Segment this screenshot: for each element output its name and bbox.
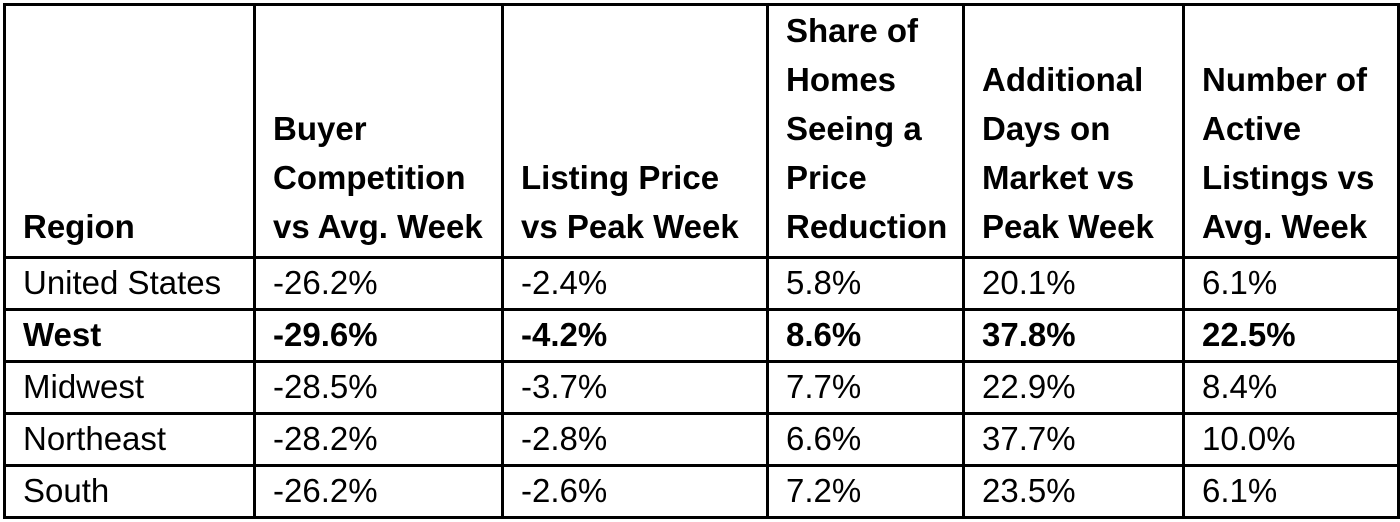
- value-cell-active-listings: 8.4%: [1182, 360, 1400, 415]
- value-cell-listing-price: -3.7%: [501, 360, 769, 415]
- table-row-united-states: United States -26.2% -2.4% 5.8% 20.1% 6.1%: [3, 256, 1400, 311]
- value-cell-price-reduction: 8.6%: [766, 308, 965, 363]
- value-cell-listing-price: -2.8%: [501, 412, 769, 467]
- value-cell-price-reduction: 7.2%: [766, 464, 965, 519]
- value-cell-price-reduction: 7.7%: [766, 360, 965, 415]
- value-cell-price-reduction: 5.8%: [766, 256, 965, 311]
- value-cell-buyer-competition: -26.2%: [253, 464, 504, 519]
- column-header-buyer-competition: Buyer Competition vs Avg. Week: [253, 3, 504, 259]
- value-cell-active-listings: 22.5%: [1182, 308, 1400, 363]
- value-cell-days-on-market: 22.9%: [962, 360, 1185, 415]
- table-row-midwest: Midwest -28.5% -3.7% 7.7% 22.9% 8.4%: [3, 360, 1400, 415]
- table-row-northeast: Northeast -28.2% -2.8% 6.6% 37.7% 10.0%: [3, 412, 1400, 467]
- table-row-south: South -26.2% -2.6% 7.2% 23.5% 6.1%: [3, 464, 1400, 519]
- value-cell-active-listings: 6.1%: [1182, 256, 1400, 311]
- value-cell-days-on-market: 37.7%: [962, 412, 1185, 467]
- column-header-price-reduction: Share of Homes Seeing a Price Reduction: [766, 3, 965, 259]
- value-cell-listing-price: -2.4%: [501, 256, 769, 311]
- region-cell: West: [3, 308, 256, 363]
- header-row: Region Buyer Competition vs Avg. Week List…: [3, 3, 1400, 259]
- region-cell: Midwest: [3, 360, 256, 415]
- value-cell-buyer-competition: -26.2%: [253, 256, 504, 311]
- value-cell-listing-price: -2.6%: [501, 464, 769, 519]
- value-cell-active-listings: 6.1%: [1182, 464, 1400, 519]
- value-cell-buyer-competition: -28.5%: [253, 360, 504, 415]
- region-cell: Northeast: [3, 412, 256, 467]
- column-header-days-on-market: Additional Days on Market vs Peak Week: [962, 3, 1185, 259]
- value-cell-days-on-market: 23.5%: [962, 464, 1185, 519]
- value-cell-price-reduction: 6.6%: [766, 412, 965, 467]
- value-cell-listing-price: -4.2%: [501, 308, 769, 363]
- region-cell: United States: [3, 256, 256, 311]
- region-cell: South: [3, 464, 256, 519]
- value-cell-buyer-competition: -29.6%: [253, 308, 504, 363]
- column-header-region: Region: [3, 3, 256, 259]
- regional-market-table: Region Buyer Competition vs Avg. Week List…: [3, 3, 1400, 519]
- value-cell-buyer-competition: -28.2%: [253, 412, 504, 467]
- value-cell-days-on-market: 37.8%: [962, 308, 1185, 363]
- value-cell-days-on-market: 20.1%: [962, 256, 1185, 311]
- table-row-west: West -29.6% -4.2% 8.6% 37.8% 22.5%: [3, 308, 1400, 363]
- value-cell-active-listings: 10.0%: [1182, 412, 1400, 467]
- column-header-listing-price: Listing Price vs Peak Week: [501, 3, 769, 259]
- column-header-active-listings: Number of Active Listings vs Avg. Week: [1182, 3, 1400, 259]
